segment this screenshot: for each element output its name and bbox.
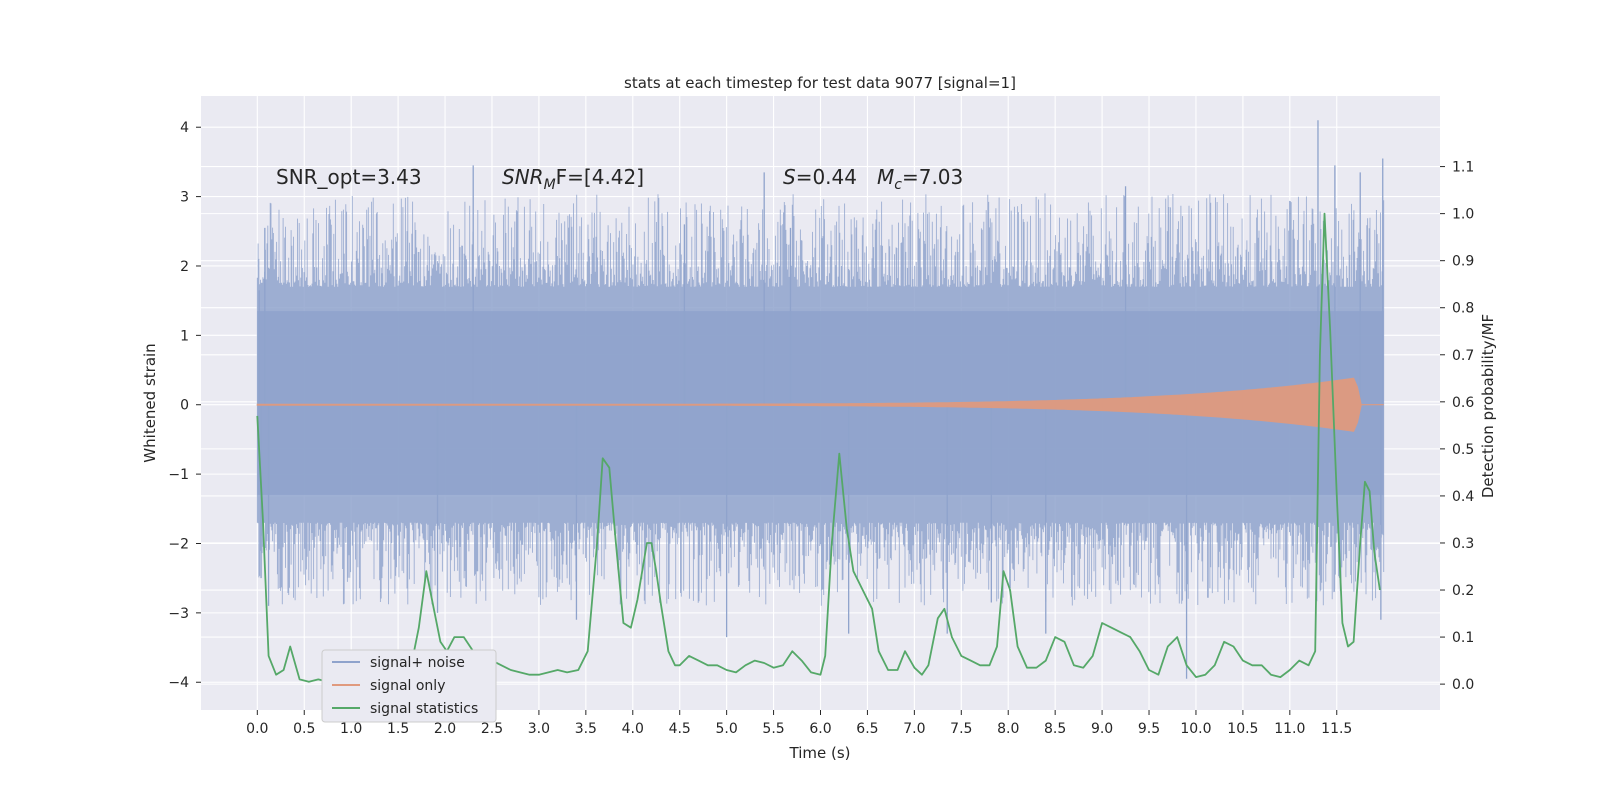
y-right-tick-label: 0.9 — [1452, 254, 1474, 270]
y-right-tick-label: 0.8 — [1452, 301, 1474, 317]
legend: signal+ noise signal only signal statist… — [321, 649, 497, 723]
x-tick-label: 7.5 — [950, 721, 972, 737]
y-right-tick-label: 0.3 — [1452, 536, 1474, 552]
x-tick-label: 10.5 — [1227, 721, 1258, 737]
legend-label-statistics: signal statistics — [370, 701, 478, 717]
y-left-tick-label: −3 — [168, 606, 189, 622]
y-left-tick-label: −1 — [168, 467, 189, 483]
y-left-tick-label: 4 — [180, 120, 189, 136]
y-axis-left-label: Whitened strain — [141, 343, 159, 462]
y-right-tick-label: 1.0 — [1452, 207, 1474, 223]
x-axis-label: Time (s) — [789, 744, 851, 762]
signal-series — [256, 377, 1384, 432]
x-tick-label: 8.0 — [997, 721, 1019, 737]
y-right-tick-label: 0.7 — [1452, 348, 1474, 364]
y-left-tick-label: 1 — [180, 328, 189, 344]
x-tick-label: 5.5 — [762, 721, 784, 737]
y-axis-left: −4 −3 −2 −1 0 1 2 3 4 — [168, 120, 201, 691]
y-right-tick-label: 0.0 — [1452, 677, 1474, 693]
y-left-tick-label: 3 — [180, 190, 189, 206]
x-tick-label: 11.5 — [1321, 721, 1352, 737]
x-tick-label: 8.5 — [1044, 721, 1066, 737]
x-tick-label: 2.5 — [481, 721, 503, 737]
x-tick-label: 4.5 — [669, 721, 691, 737]
annotation-snr-mf: SNRMF=[4.42] — [502, 165, 644, 193]
x-tick-label: 7.0 — [903, 721, 925, 737]
x-tick-label: 5.0 — [716, 721, 738, 737]
x-tick-label: 6.5 — [856, 721, 878, 737]
x-tick-label: 9.5 — [1138, 721, 1160, 737]
legend-label-signal: signal only — [370, 678, 445, 694]
x-tick-label: 4.0 — [622, 721, 644, 737]
statistics-line — [256, 212, 1381, 683]
signal-envelope — [256, 377, 1384, 432]
y-axis-right: 0.0 0.1 0.2 0.3 0.4 0.5 0.6 0.7 0.8 0.9 1.0 1.1 — [1440, 160, 1474, 693]
x-tick-label: 6.0 — [809, 721, 831, 737]
x-tick-label: 0.0 — [246, 721, 268, 737]
y-right-tick-label: 0.2 — [1452, 583, 1474, 599]
y-axis-right-label: Detection probability/MF — [1479, 314, 1497, 498]
annotation-mc: Mc=7.03 — [877, 165, 963, 193]
x-tick-label: 10.0 — [1180, 721, 1211, 737]
x-axis: 0.0 0.5 1.0 1.5 2.0 2.5 3.0 3.5 4.0 4.5 5.0 5.5 6.0 6… — [246, 710, 1352, 737]
y-left-tick-label: 0 — [180, 398, 189, 414]
x-tick-label: 1.0 — [340, 721, 362, 737]
chart-title: stats at each timestep for test data 907… — [624, 74, 1016, 92]
y-right-tick-label: 1.1 — [1452, 160, 1474, 176]
y-right-tick-label: 0.1 — [1452, 630, 1474, 646]
annotation-snr-opt: SNR_opt=3.43 — [276, 165, 422, 189]
legend-label-noise: signal+ noise — [370, 655, 465, 671]
y-left-tick-label: −2 — [168, 536, 189, 552]
x-tick-label: 3.0 — [528, 721, 550, 737]
x-tick-label: 11.0 — [1274, 721, 1305, 737]
x-tick-label: 2.0 — [434, 721, 456, 737]
legend-box — [321, 649, 497, 723]
x-tick-label: 0.5 — [293, 721, 315, 737]
annotation-s: S=0.44 — [783, 165, 857, 189]
y-left-tick-label: −4 — [168, 675, 189, 691]
x-tick-label: 1.5 — [387, 721, 409, 737]
y-right-tick-label: 0.4 — [1452, 489, 1474, 505]
y-right-tick-label: 0.5 — [1452, 442, 1474, 458]
x-tick-label: 9.0 — [1091, 721, 1113, 737]
y-right-tick-label: 0.6 — [1452, 395, 1474, 411]
x-tick-label: 3.5 — [575, 721, 597, 737]
statistics-series — [256, 212, 1381, 683]
y-left-tick-label: 2 — [180, 259, 189, 275]
